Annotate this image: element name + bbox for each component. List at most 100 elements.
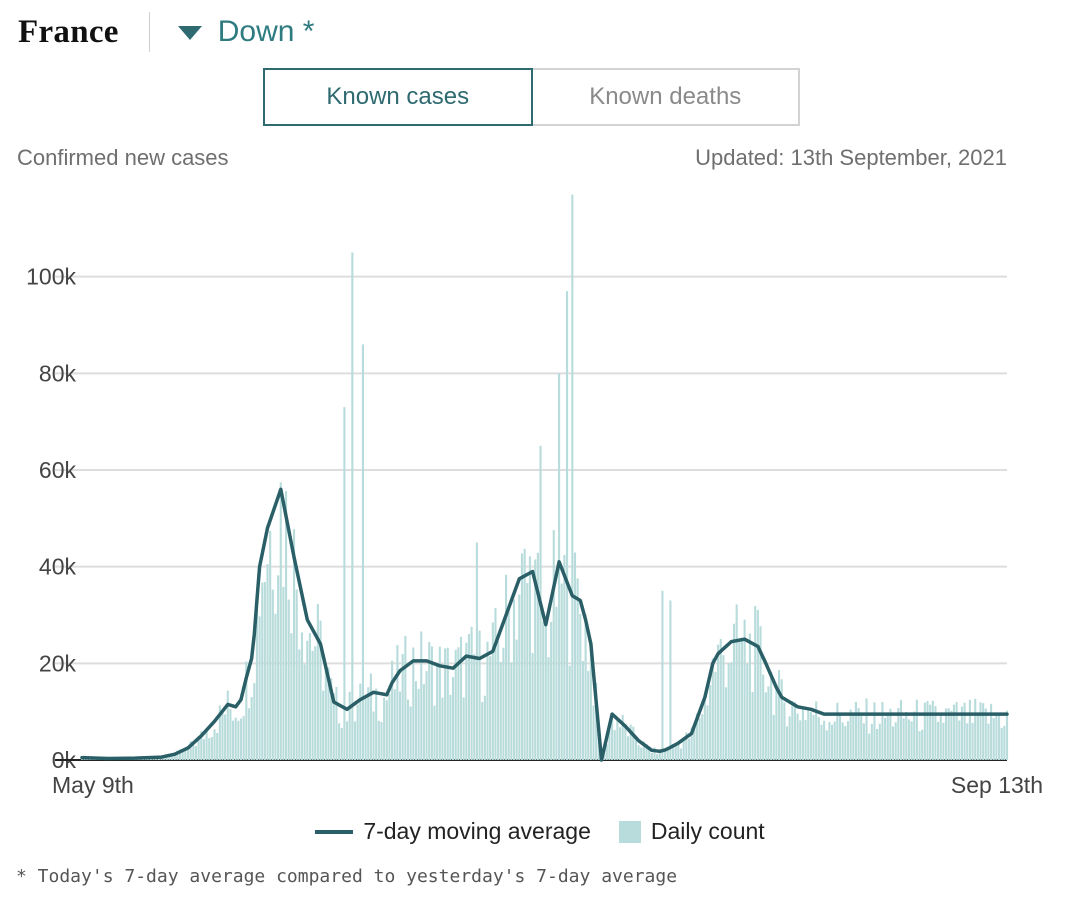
- daily-bar: [812, 714, 815, 760]
- daily-bar: [918, 731, 921, 760]
- daily-bar: [984, 708, 987, 760]
- daily-bar: [674, 745, 677, 760]
- daily-bar: [412, 647, 415, 760]
- daily-bar: [714, 671, 717, 760]
- daily-bar: [523, 548, 526, 760]
- daily-bar: [197, 735, 200, 760]
- daily-bar: [997, 714, 1001, 760]
- daily-bar: [788, 716, 791, 760]
- daily-bar: [266, 564, 269, 760]
- daily-bar: [292, 529, 296, 760]
- daily-bar: [854, 701, 857, 760]
- daily-bar: [748, 633, 751, 760]
- daily-bar: [200, 731, 203, 760]
- daily-bar: [838, 715, 842, 760]
- daily-bar: [865, 698, 868, 760]
- daily-bar: [274, 613, 277, 760]
- daily-bar: [913, 711, 916, 760]
- daily-bar: [393, 689, 396, 760]
- daily-bar: [290, 633, 293, 760]
- daily-bar: [351, 252, 354, 760]
- daily-bar: [658, 749, 661, 760]
- daily-bar: [345, 721, 349, 760]
- daily-bar: [369, 673, 372, 760]
- daily-bar: [698, 718, 701, 760]
- daily-bar: [905, 711, 908, 760]
- daily-bar: [632, 726, 635, 760]
- daily-bar: [356, 704, 359, 760]
- daily-bar: [271, 589, 274, 760]
- daily-bar: [155, 758, 158, 760]
- daily-bar: [258, 616, 261, 760]
- daily-bar: [785, 726, 789, 760]
- daily-bar: [428, 642, 431, 760]
- daily-bar: [923, 702, 926, 760]
- y-tick-label: 100k: [26, 264, 76, 290]
- daily-bar: [833, 721, 836, 760]
- daily-bar: [550, 621, 553, 760]
- daily-bar: [226, 690, 229, 760]
- daily-bar: [690, 727, 693, 760]
- daily-bar: [404, 636, 407, 760]
- daily-bar: [860, 714, 863, 760]
- updated-date: Updated: 13th September, 2021: [695, 145, 1007, 170]
- daily-bar: [571, 194, 574, 760]
- daily-bar: [282, 586, 285, 760]
- daily-bar: [759, 626, 762, 760]
- daily-bar: [831, 724, 834, 760]
- daily-bar: [189, 741, 192, 760]
- daily-bar: [876, 728, 879, 760]
- daily-bar: [618, 727, 622, 760]
- daily-bar: [902, 718, 905, 760]
- daily-bar: [611, 713, 614, 760]
- daily-bar: [303, 664, 306, 760]
- daily-bar: [809, 712, 812, 760]
- daily-bar: [990, 703, 993, 760]
- daily-bar: [767, 686, 770, 760]
- daily-bar: [735, 604, 738, 760]
- daily-bar: [430, 646, 433, 760]
- daily-bar: [942, 722, 945, 760]
- daily-bar: [406, 699, 410, 760]
- daily-bar: [414, 681, 418, 760]
- daily-bar: [417, 688, 420, 760]
- daily-bar: [528, 556, 531, 760]
- daily-bar: [319, 620, 322, 760]
- metric-tabs: Known cases Known deaths: [263, 68, 800, 126]
- daily-bar: [629, 724, 632, 760]
- daily-bar: [359, 683, 362, 760]
- daily-bar: [335, 686, 338, 760]
- daily-bar: [934, 706, 937, 760]
- daily-bar: [804, 719, 807, 760]
- daily-bar: [526, 583, 529, 760]
- daily-bar: [261, 582, 264, 760]
- daily-bar: [300, 632, 304, 760]
- daily-bar: [730, 662, 733, 760]
- daily-bar: [332, 693, 335, 760]
- daily-bar: [316, 603, 319, 760]
- daily-bar: [878, 723, 881, 760]
- daily-bar: [968, 699, 971, 760]
- daily-bar: [467, 634, 471, 760]
- daily-bar: [841, 722, 844, 760]
- tab-known-deaths[interactable]: Known deaths: [532, 68, 800, 126]
- daily-bar: [992, 718, 995, 760]
- daily-bar: [780, 679, 783, 760]
- daily-bar: [388, 694, 391, 760]
- daily-bar: [295, 589, 298, 760]
- daily-bar: [534, 559, 537, 760]
- trend-indicator: Down *: [177, 15, 314, 49]
- daily-bar: [791, 701, 794, 760]
- daily-bar: [939, 712, 942, 760]
- daily-bar: [473, 654, 476, 760]
- daily-bar: [682, 740, 685, 760]
- daily-bar: [844, 726, 847, 760]
- tab-known-cases[interactable]: Known cases: [263, 68, 533, 126]
- daily-bar: [807, 710, 810, 760]
- daily-bar: [693, 726, 696, 760]
- daily-bar: [176, 750, 179, 760]
- daily-bar: [608, 728, 611, 760]
- daily-bar: [555, 606, 558, 760]
- daily-bar: [173, 754, 176, 760]
- daily-bar: [868, 733, 871, 760]
